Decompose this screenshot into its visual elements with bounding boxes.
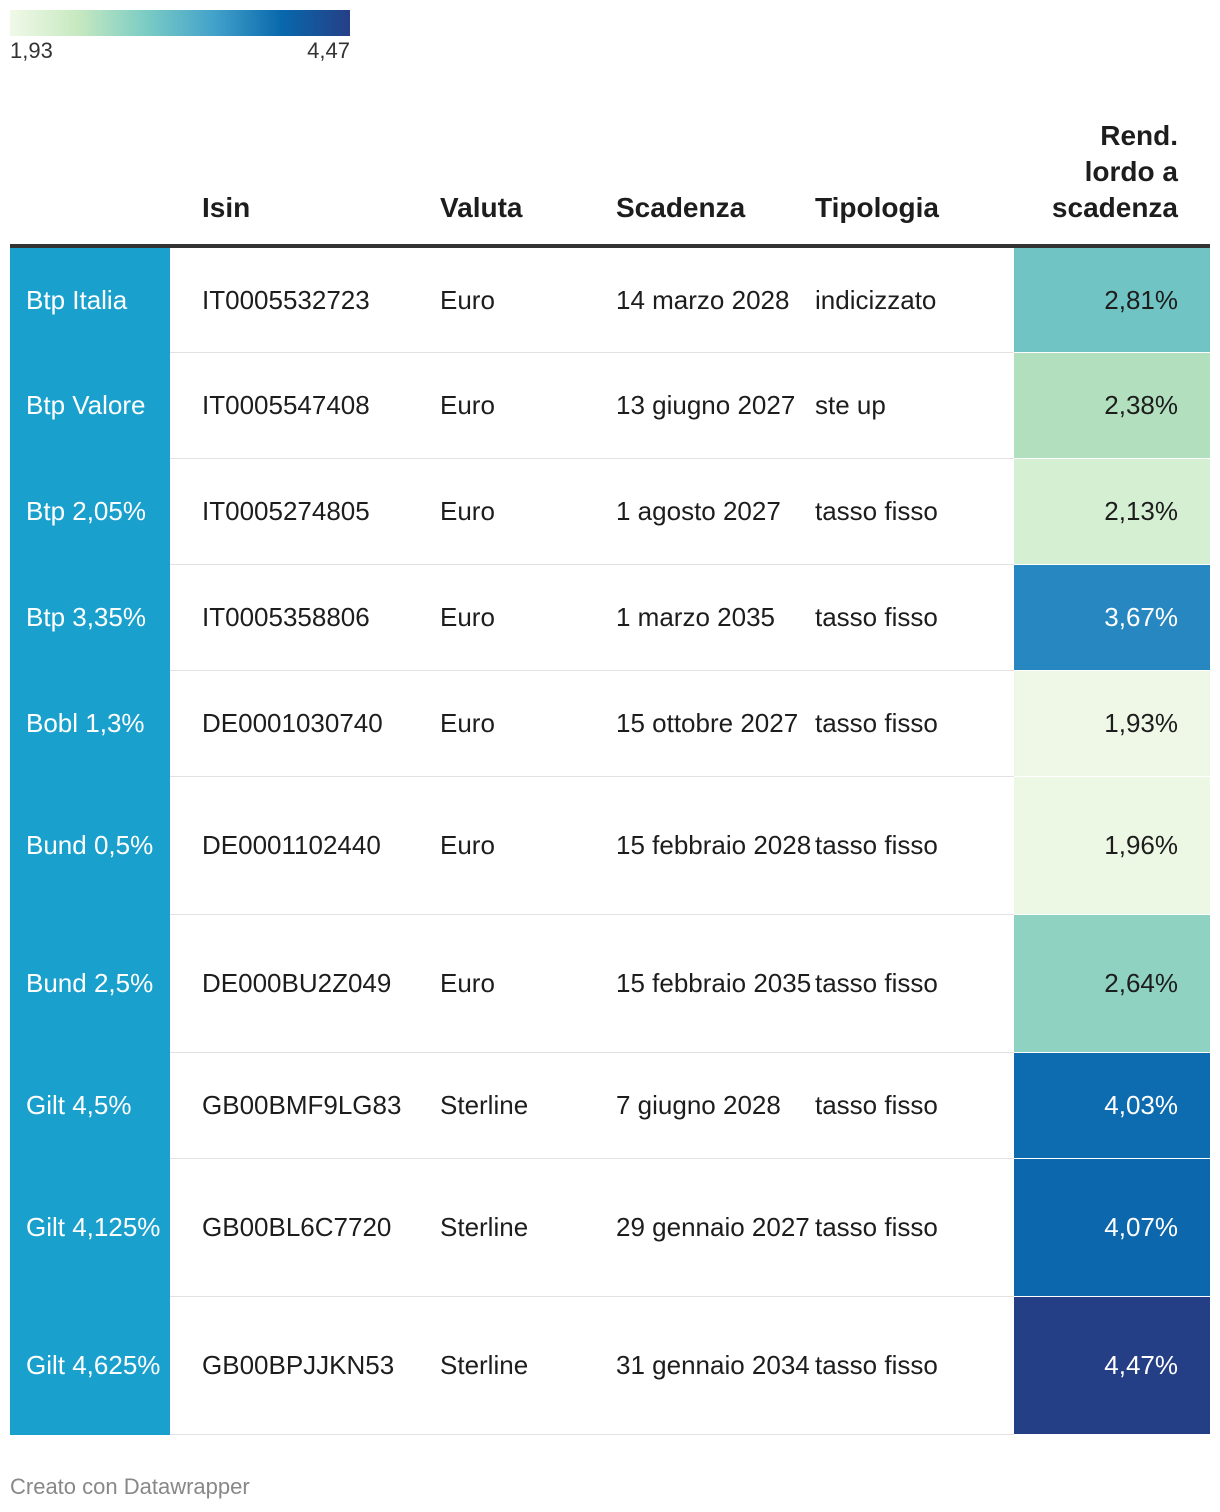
table-row: Gilt 4,125% GB00BL6C7720 Sterline 29 gennai… xyxy=(10,1158,1210,1297)
tipologia-cell: tasso fisso xyxy=(815,1296,1014,1435)
valuta-cell: Euro xyxy=(440,246,616,353)
header-scadenza: Scadenza xyxy=(616,118,815,248)
isin-cell: IT0005358806 xyxy=(170,564,440,671)
header-rend-line3: scadenza xyxy=(1051,192,1178,223)
tipologia-cell: tasso fisso xyxy=(815,914,1014,1053)
isin-cell: DE000BU2Z049 xyxy=(170,914,440,1053)
isin-cell: GB00BL6C7720 xyxy=(170,1158,440,1297)
valuta-cell: Euro xyxy=(440,352,616,459)
bond-yield-table: Isin Valuta Scadenza Tipologia Rend. lord… xyxy=(10,118,1210,1435)
rend-cell: 1,93% xyxy=(1014,670,1210,776)
bond-name-cell: Btp Italia xyxy=(10,246,170,353)
table-row: Btp 2,05% IT0005274805 Euro 1 agosto 2027 ta… xyxy=(10,458,1210,565)
table-row: Bund 2,5% DE000BU2Z049 Euro 15 febbraio 203… xyxy=(10,914,1210,1053)
valuta-cell: Sterline xyxy=(440,1296,616,1435)
rend-cell: 2,13% xyxy=(1014,458,1210,564)
header-name xyxy=(10,118,170,248)
isin-cell: IT0005532723 xyxy=(170,246,440,353)
header-isin: Isin xyxy=(170,118,440,248)
valuta-cell: Sterline xyxy=(440,1158,616,1297)
bond-name-cell: Bund 2,5% xyxy=(10,914,170,1053)
footer-credit: Creato con Datawrapper xyxy=(10,1474,250,1499)
bond-name-cell: Btp Valore xyxy=(10,352,170,459)
tipologia-cell: ste up xyxy=(815,352,1014,459)
valuta-cell: Euro xyxy=(440,564,616,671)
header-tipologia: Tipologia xyxy=(815,118,1014,248)
scadenza-cell: 1 agosto 2027 xyxy=(616,458,815,565)
table-row: Bobl 1,3% DE0001030740 Euro 15 ottobre 2027… xyxy=(10,670,1210,777)
tipologia-cell: indicizzato xyxy=(815,246,1014,353)
isin-cell: DE0001030740 xyxy=(170,670,440,777)
bond-name-cell: Btp 2,05% xyxy=(10,458,170,565)
rend-cell: 4,07% xyxy=(1014,1158,1210,1296)
scadenza-cell: 15 febbraio 2028 xyxy=(616,776,815,915)
table-row: Gilt 4,625% GB00BPJJKN53 Sterline 31 gennai… xyxy=(10,1296,1210,1435)
tipologia-cell: tasso fisso xyxy=(815,1052,1014,1159)
bond-name-cell: Btp 3,35% xyxy=(10,564,170,671)
tipologia-cell: tasso fisso xyxy=(815,1158,1014,1297)
rend-cell: 1,96% xyxy=(1014,776,1210,914)
scadenza-cell: 15 febbraio 2035 xyxy=(616,914,815,1053)
valuta-cell: Euro xyxy=(440,670,616,777)
header-rend-line1: Rend. xyxy=(1100,120,1178,151)
legend-labels: 1,93 4,47 xyxy=(10,36,350,66)
scadenza-cell: 14 marzo 2028 xyxy=(616,246,815,353)
table-row: Gilt 4,5% GB00BMF9LG83 Sterline 7 giugno 20… xyxy=(10,1052,1210,1159)
tipologia-cell: tasso fisso xyxy=(815,670,1014,777)
rend-cell: 3,67% xyxy=(1014,564,1210,670)
tipologia-cell: tasso fisso xyxy=(815,564,1014,671)
legend-gradient-bar xyxy=(10,10,350,36)
header-row: Isin Valuta Scadenza Tipologia Rend. lord… xyxy=(10,118,1210,248)
isin-cell: GB00BPJJKN53 xyxy=(170,1296,440,1435)
table-row: Btp 3,35% IT0005358806 Euro 1 marzo 2035 tas… xyxy=(10,564,1210,671)
header-rend-line2: lordo a xyxy=(1084,156,1178,187)
header-rend: Rend. lordo a scadenza xyxy=(1014,118,1210,248)
scadenza-cell: 29 gennaio 2027 xyxy=(616,1158,815,1297)
bond-name-cell: Gilt 4,5% xyxy=(10,1052,170,1159)
scadenza-cell: 31 gennaio 2034 xyxy=(616,1296,815,1435)
scadenza-cell: 13 giugno 2027 xyxy=(616,352,815,459)
table-row: Bund 0,5% DE0001102440 Euro 15 febbraio 202… xyxy=(10,776,1210,915)
table-body: Btp Italia IT0005532723 Euro 14 marzo 2028 i… xyxy=(10,246,1210,1435)
color-legend: 1,93 4,47 xyxy=(10,10,350,66)
legend-min-label: 1,93 xyxy=(10,38,53,63)
rend-cell: 2,81% xyxy=(1014,246,1210,352)
isin-cell: GB00BMF9LG83 xyxy=(170,1052,440,1159)
valuta-cell: Euro xyxy=(440,914,616,1053)
valuta-cell: Sterline xyxy=(440,1052,616,1159)
tipologia-cell: tasso fisso xyxy=(815,458,1014,565)
scadenza-cell: 1 marzo 2035 xyxy=(616,564,815,671)
legend-max-label: 4,47 xyxy=(307,38,350,63)
rend-cell: 4,47% xyxy=(1014,1296,1210,1434)
isin-cell: IT0005274805 xyxy=(170,458,440,565)
bond-name-cell: Gilt 4,125% xyxy=(10,1158,170,1297)
bond-name-cell: Gilt 4,625% xyxy=(10,1296,170,1435)
tipologia-cell: tasso fisso xyxy=(815,776,1014,915)
bond-name-cell: Bobl 1,3% xyxy=(10,670,170,777)
isin-cell: DE0001102440 xyxy=(170,776,440,915)
table-row: Btp Valore IT0005547408 Euro 13 giugno 2027… xyxy=(10,352,1210,459)
table-row: Btp Italia IT0005532723 Euro 14 marzo 2028 i… xyxy=(10,246,1210,353)
rend-cell: 2,64% xyxy=(1014,914,1210,1052)
header-valuta: Valuta xyxy=(440,118,616,248)
rend-cell: 4,03% xyxy=(1014,1052,1210,1158)
valuta-cell: Euro xyxy=(440,776,616,915)
bond-name-cell: Bund 0,5% xyxy=(10,776,170,915)
scadenza-cell: 7 giugno 2028 xyxy=(616,1052,815,1159)
scadenza-cell: 15 ottobre 2027 xyxy=(616,670,815,777)
valuta-cell: Euro xyxy=(440,458,616,565)
isin-cell: IT0005547408 xyxy=(170,352,440,459)
rend-cell: 2,38% xyxy=(1014,352,1210,458)
